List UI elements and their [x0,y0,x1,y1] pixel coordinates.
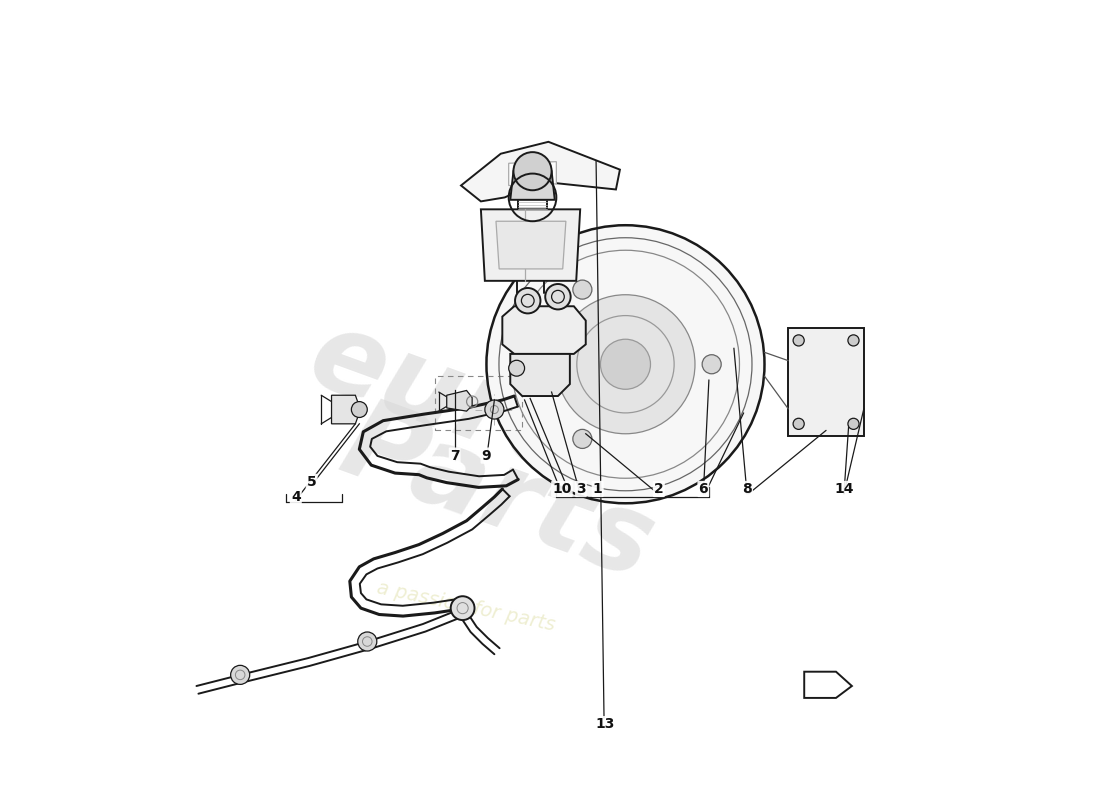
Circle shape [573,280,592,299]
Circle shape [702,354,722,374]
Circle shape [358,632,377,651]
Circle shape [485,400,504,419]
Polygon shape [804,672,851,698]
Circle shape [514,152,551,190]
Circle shape [793,418,804,430]
Text: 3: 3 [576,482,586,496]
Circle shape [556,294,695,434]
Text: 7: 7 [450,449,460,462]
Circle shape [793,335,804,346]
Circle shape [848,335,859,346]
Circle shape [351,402,367,418]
Polygon shape [508,162,557,186]
Circle shape [515,288,540,314]
Polygon shape [510,354,570,396]
Text: a passion for parts: a passion for parts [375,578,557,634]
Polygon shape [503,306,586,354]
Polygon shape [510,171,554,200]
Polygon shape [447,390,472,411]
Circle shape [601,339,650,390]
Polygon shape [496,222,565,269]
Circle shape [546,284,571,310]
Text: 13: 13 [596,717,615,731]
Circle shape [508,360,525,376]
Text: 14: 14 [834,482,854,496]
Text: 6: 6 [698,482,708,496]
Text: 2: 2 [654,482,663,496]
Text: 9: 9 [482,449,492,462]
Circle shape [848,418,859,430]
Circle shape [573,430,592,449]
Polygon shape [331,395,360,424]
Circle shape [486,226,764,503]
Polygon shape [789,329,864,436]
Polygon shape [461,142,620,202]
Text: euro: euro [296,301,601,499]
Text: 5: 5 [307,475,317,489]
Circle shape [451,596,474,620]
Text: Parts: Parts [328,390,668,601]
Text: 8: 8 [742,482,752,496]
Polygon shape [481,210,580,281]
Text: 10: 10 [552,482,572,496]
Text: 1: 1 [593,482,603,496]
Text: 4: 4 [290,490,300,504]
Circle shape [231,666,250,685]
